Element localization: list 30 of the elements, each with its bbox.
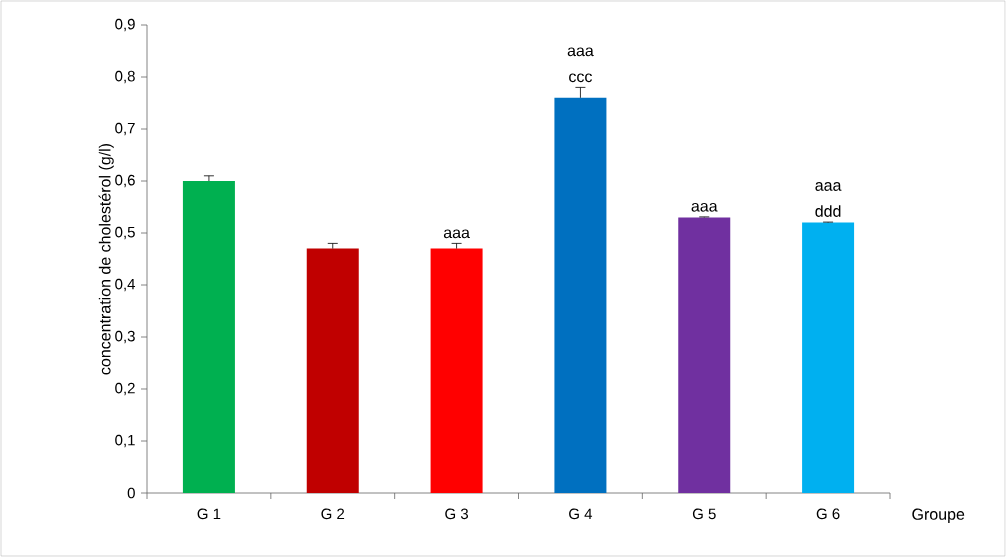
annotation: aaa [815, 182, 842, 191]
x-tick-label: G 1 [197, 508, 221, 520]
y-tick-label: 0,3 [115, 330, 135, 344]
annotation: ccc [569, 73, 592, 83]
y-tick-label: 0,2 [115, 382, 135, 396]
annotation: aaa [567, 47, 594, 57]
y-tick-label: 0,1 [115, 434, 135, 448]
x-tick-label: G 6 [816, 508, 840, 520]
y-tick-label: 0,9 [115, 18, 135, 32]
bar [802, 222, 855, 493]
annotation: aaa [691, 202, 718, 212]
bar [430, 248, 483, 493]
y-tick-label: 0,8 [115, 70, 135, 84]
bar [554, 97, 607, 493]
x-tick-label: G 3 [445, 508, 469, 520]
x-tick-label: G 2 [321, 508, 345, 520]
y-tick-label: 0 [127, 487, 135, 499]
bar [678, 217, 731, 493]
y-axis-title: concentration de cholestérol (g/l) [98, 143, 114, 375]
bar [182, 181, 235, 493]
x-tick-label: G 4 [569, 508, 593, 520]
x-tick-label: G 5 [692, 508, 716, 520]
annotation: ddd [815, 205, 841, 217]
x-axis-title: Groupe [912, 508, 965, 524]
y-tick-label: 0,5 [115, 226, 135, 240]
annotation: aaa [443, 229, 470, 239]
bar [306, 248, 359, 493]
y-tick-label: 0,6 [115, 174, 135, 188]
y-tick-label: 0,4 [115, 278, 136, 292]
y-tick-label: 0,7 [115, 122, 135, 136]
